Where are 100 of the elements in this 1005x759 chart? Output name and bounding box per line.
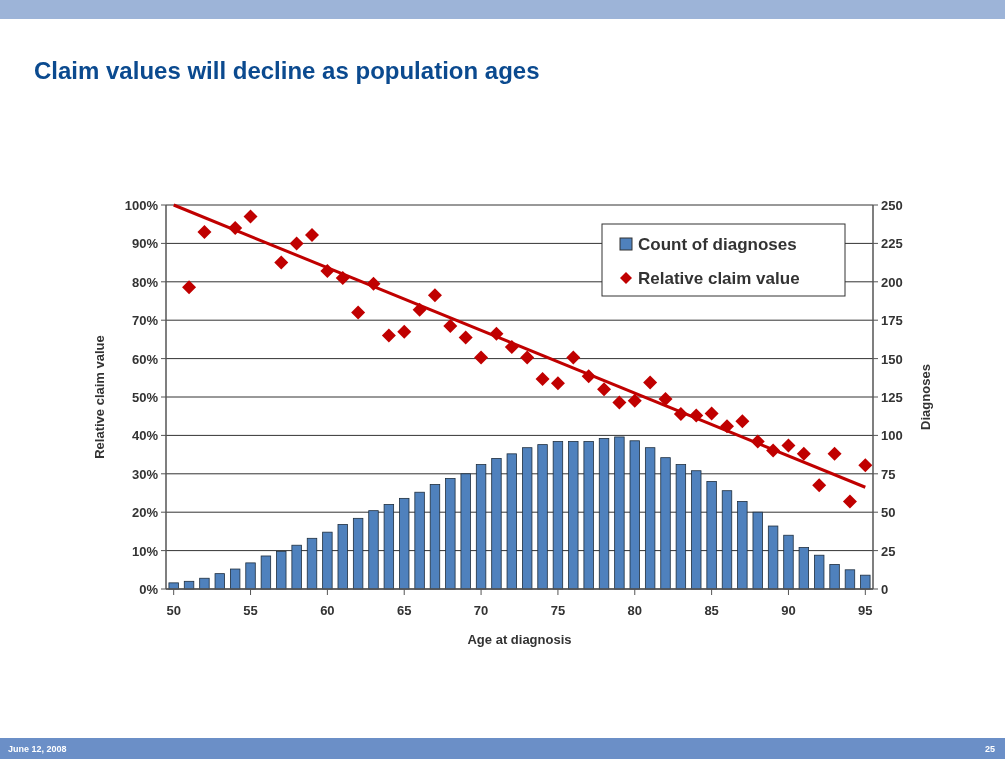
bar (629, 440, 640, 590)
x-tick-label: 85 (704, 603, 719, 618)
bar (844, 569, 856, 590)
x-tick-label: 55 (243, 603, 258, 618)
bar (214, 573, 225, 590)
x-axis-title: Age at diagnosis (467, 632, 572, 647)
bar (675, 464, 687, 590)
point (381, 328, 396, 343)
bar (429, 484, 441, 590)
point (781, 438, 796, 453)
bar (383, 504, 395, 590)
bar (322, 531, 333, 590)
bar (568, 441, 579, 590)
bar (337, 524, 348, 590)
point (197, 224, 212, 239)
bar (168, 582, 179, 590)
y-tick-label: 80% (131, 274, 159, 290)
y2-tick-label: 50 (881, 505, 896, 521)
y-tick-label: 70% (131, 313, 159, 329)
y2-tick-label: 75 (881, 466, 896, 482)
point (458, 330, 473, 345)
y-tick-label: 60% (131, 351, 159, 367)
x-tick-label: 60 (320, 603, 335, 618)
y2-tick-label: 25 (881, 543, 896, 559)
y-tick-label: 90% (131, 236, 159, 252)
bar (721, 490, 733, 590)
x-tick-label: 90 (781, 603, 796, 618)
x-tick-label: 70 (473, 603, 489, 618)
x-tick-label: 65 (396, 603, 412, 618)
bar (352, 517, 364, 590)
bar (814, 554, 825, 590)
bar (767, 525, 779, 590)
point (842, 494, 857, 509)
y-tick-label: 10% (131, 543, 159, 559)
bar (598, 438, 610, 590)
bar (399, 497, 410, 590)
point (658, 391, 673, 406)
y2-tick-label: 0 (881, 582, 889, 597)
x-tick-label: 75 (550, 603, 566, 618)
point (427, 288, 442, 303)
x-tick-label: 95 (858, 603, 873, 618)
bar (798, 547, 809, 590)
y-tick-label: 40% (131, 428, 159, 444)
bar (506, 453, 517, 590)
y2-tick-label: 200 (881, 274, 903, 290)
point (643, 375, 658, 390)
x-tick-label: 50 (166, 603, 181, 618)
y2-axis-title: Diagnoses (918, 364, 933, 430)
y-tick-label: 20% (131, 505, 159, 521)
point (566, 350, 581, 365)
bar (737, 501, 748, 590)
point (243, 209, 258, 224)
point (535, 371, 550, 386)
bar (230, 568, 241, 590)
chart-title: Claim values will decline as population ages (34, 57, 540, 84)
bar (660, 457, 671, 590)
y-tick-label: 50% (131, 390, 159, 405)
bar (614, 436, 625, 590)
bar (260, 555, 272, 590)
bar (752, 511, 763, 590)
bar (537, 444, 548, 590)
legend-label: Relative claim value (638, 269, 800, 288)
point (827, 446, 842, 461)
point (474, 350, 489, 365)
bar (475, 464, 487, 590)
bar (552, 441, 564, 590)
point (704, 406, 719, 421)
y-tick-label: 0% (139, 582, 159, 597)
point (397, 324, 412, 339)
bar (199, 577, 210, 590)
bar (306, 537, 318, 590)
point (274, 255, 289, 270)
bar (706, 481, 717, 590)
point (858, 458, 873, 473)
bar (460, 473, 471, 590)
point (597, 382, 612, 397)
y-tick-label: 30% (131, 466, 159, 482)
bar (414, 491, 425, 590)
point (550, 376, 565, 391)
y2-tick-label: 250 (881, 198, 903, 213)
bar (644, 447, 656, 590)
bar (291, 544, 302, 590)
point (305, 227, 320, 242)
text: 25 (984, 744, 995, 754)
bar (368, 510, 379, 590)
legend-label: Count of diagnoses (638, 235, 797, 254)
bar (245, 562, 256, 590)
point (796, 446, 811, 461)
bar (445, 478, 456, 590)
bar (829, 564, 840, 590)
y2-tick-label: 175 (881, 313, 903, 329)
point (182, 280, 197, 295)
point (812, 478, 827, 493)
y2-tick-label: 100 (881, 428, 903, 444)
point (443, 318, 458, 333)
point (520, 350, 535, 365)
point (612, 395, 627, 410)
point (735, 414, 750, 429)
y-axis-title: Relative claim value (92, 335, 107, 459)
text: June 12, 2008 (8, 744, 67, 754)
